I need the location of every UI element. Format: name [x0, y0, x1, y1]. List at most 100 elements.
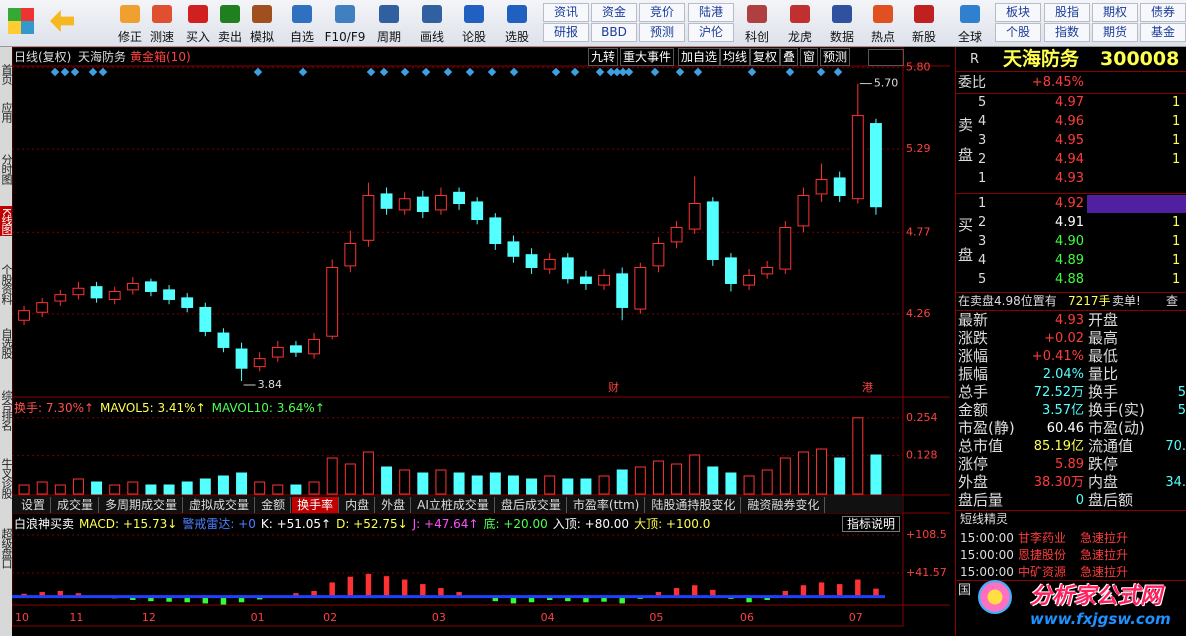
volume-bar	[18, 484, 30, 495]
sidebar-tab[interactable]: 首页	[0, 64, 13, 84]
indicator-tab[interactable]: 盘后成交量	[496, 497, 567, 513]
indicator-help-button[interactable]: 指标说明	[842, 516, 901, 532]
stat-label: 内盘	[1088, 473, 1119, 491]
toolbar-button[interactable]: 周期	[376, 30, 401, 44]
volume-header: MAVOL5: 3.41%↑	[100, 401, 206, 415]
grid-button[interactable]: 预测	[649, 25, 674, 39]
toolbar-button[interactable]: 画线	[419, 30, 444, 44]
toolbar-button[interactable]: 卖出	[217, 30, 242, 44]
volume-bar	[417, 472, 429, 495]
button-icon	[120, 5, 140, 23]
toolbar-button[interactable]: F10/F9	[324, 30, 366, 44]
volume-bar	[54, 484, 66, 495]
toolbar-button[interactable]: 新股	[911, 30, 936, 44]
sprite-cell[interactable]: 中矿资源	[1018, 565, 1067, 579]
grid-button[interactable]: BBD	[601, 25, 627, 39]
toolbar-button[interactable]: 选股	[504, 30, 529, 44]
indicator-tab[interactable]: 换手率	[292, 497, 340, 513]
footer-tab[interactable]: 国	[958, 583, 972, 598]
sidebar-tab[interactable]: 综合排名	[0, 390, 13, 430]
grid-button[interactable]: 个股	[1005, 25, 1030, 39]
indicator-tab[interactable]: 成交量	[52, 497, 100, 513]
toolbar-button[interactable]: 模拟	[249, 30, 274, 44]
grid-button[interactable]: 陆港	[698, 5, 723, 19]
volume-bar	[816, 448, 828, 495]
indicator-tab[interactable]: 外盘	[376, 497, 412, 513]
chart-button[interactable]: 九转	[588, 48, 619, 66]
grid-button[interactable]: 资金	[601, 5, 626, 19]
volume-bar	[471, 475, 483, 495]
book-price: 4.95	[1055, 133, 1084, 148]
volume-bar	[671, 463, 683, 495]
chart-button[interactable]: 加自选	[678, 48, 721, 66]
grid-button[interactable]: 板块	[1005, 5, 1030, 19]
chart-button[interactable]: 窗	[800, 48, 819, 66]
chart-button[interactable]: 叠	[780, 48, 799, 66]
indicator-tab[interactable]: 设置	[16, 497, 52, 513]
toolbar-button[interactable]: 自选	[289, 30, 314, 44]
sidebar-tab[interactable]: 分时图	[0, 154, 13, 184]
toolbar-button[interactable]: 修正	[117, 30, 142, 44]
button-icon	[188, 5, 208, 23]
book-level: 5	[978, 272, 987, 287]
grid-button[interactable]: 基金	[1150, 25, 1175, 39]
quote-panel	[955, 47, 1186, 636]
grid-button[interactable]: 指数	[1054, 25, 1079, 39]
grid-button[interactable]: 资讯	[553, 5, 578, 19]
chart-button[interactable]: 重大事件	[620, 48, 675, 66]
toolbar-button[interactable]: 买入	[185, 30, 210, 44]
event-marker	[400, 67, 410, 77]
grid-button[interactable]: 期货	[1102, 25, 1127, 39]
stat-label: 流通值	[1088, 437, 1134, 455]
book-volume: 1	[1172, 95, 1181, 110]
indicator-tab[interactable]: 市盈率(ttm)	[568, 497, 646, 513]
notice-tail: 卖单!	[1112, 294, 1141, 308]
indicator-tab[interactable]: 内盘	[340, 497, 376, 513]
button-icon	[422, 5, 442, 23]
stat-value: 5.89	[1055, 457, 1084, 472]
toolbar-button[interactable]: 热点	[870, 30, 895, 44]
sidebar-tab[interactable]: 应用	[0, 102, 13, 122]
notice-more[interactable]: 查	[1166, 294, 1179, 308]
grid-button[interactable]: 沪伦	[698, 25, 723, 39]
stat-value: +0.41%	[1031, 349, 1084, 364]
indicator-tab[interactable]: 虚拟成交量	[184, 497, 256, 513]
grid-button[interactable]: 股指	[1054, 5, 1079, 19]
sprite-cell[interactable]: 恩捷股份	[1018, 548, 1067, 562]
buy-label: 盘	[958, 246, 974, 264]
sidebar-tab[interactable]: 牛叉诊股	[0, 458, 13, 498]
grid-button[interactable]: 竞价	[649, 5, 674, 19]
candle-body	[199, 306, 212, 332]
sidebar-tab[interactable]: 超级盘口	[0, 528, 13, 568]
toolbar-button[interactable]: 龙虎	[787, 30, 812, 44]
high-annotation: 5.70	[874, 77, 899, 90]
chart-button[interactable]: 均线	[720, 48, 751, 66]
toolbar-button[interactable]: 全球	[957, 30, 982, 44]
event-marker	[366, 67, 376, 77]
indicator-tab[interactable]: AI立桩成交量	[412, 497, 495, 513]
volume-bar	[344, 463, 356, 495]
sprite-cell[interactable]: 甘李药业	[1018, 531, 1067, 545]
toolbar-button[interactable]: 科创	[744, 30, 769, 44]
sidebar-tab[interactable]: K线图	[0, 206, 13, 237]
chart-button[interactable]: 复权	[750, 48, 781, 66]
indicator-tab[interactable]: 多周期成交量	[100, 497, 184, 513]
toolbar-button[interactable]: 论股	[461, 30, 486, 44]
toolbar-button[interactable]: 测速	[149, 30, 174, 44]
indicator-tab[interactable]: 陆股通持股变化	[646, 497, 742, 513]
macd-bar	[329, 582, 335, 597]
toolbar-button[interactable]: 数据	[829, 30, 854, 44]
chart-button[interactable]: 预测	[820, 48, 851, 66]
candle-body	[72, 287, 85, 296]
grid-button[interactable]: 研报	[553, 25, 578, 39]
indicator-tab[interactable]: 金额	[256, 497, 292, 513]
macd-bar	[619, 596, 625, 604]
grid-button[interactable]: 期权	[1102, 5, 1127, 19]
indicator-tab[interactable]: 融资融券变化	[742, 497, 826, 513]
macd-bar	[220, 596, 227, 605]
sidebar-tab[interactable]: 自选股	[0, 328, 13, 358]
grid-button[interactable]: 债券	[1150, 5, 1175, 19]
volume-bar	[725, 472, 737, 495]
y-tick-label: 5.29	[906, 142, 931, 155]
sidebar-tab[interactable]: 个股资料	[0, 264, 13, 304]
